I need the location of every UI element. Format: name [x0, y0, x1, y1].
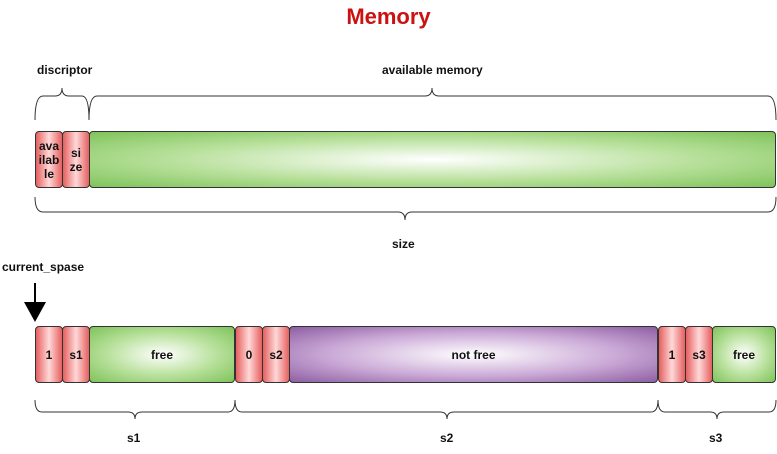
descriptor-label: discriptor — [37, 63, 93, 77]
s3-brace — [657, 399, 777, 420]
current-space-arrow — [24, 283, 46, 322]
s2-brace — [234, 399, 659, 420]
block-s2-not-free-cell: not free — [289, 326, 658, 383]
block-s1-free-cell: free — [89, 326, 235, 383]
diagram-title: Memory — [346, 4, 431, 29]
block-s2-size-cell: s2 — [262, 326, 290, 383]
size-field-cell: si ze — [62, 131, 90, 188]
block-s3-free-cell: free — [712, 326, 776, 383]
block-s1-flag-cell: 1 — [35, 326, 63, 383]
available-memory-brace — [88, 87, 777, 121]
segment-s3-label: s3 — [709, 431, 723, 445]
current-space-label: current_spase — [2, 260, 85, 274]
block-s3-size-cell: s3 — [685, 326, 713, 383]
size-brace — [34, 196, 777, 221]
size-label: size — [392, 237, 415, 251]
available-memory-label: available memory — [382, 63, 483, 77]
segment-s2-label: s2 — [440, 431, 454, 445]
block-s2-flag-cell: 0 — [235, 326, 263, 383]
available-flag-cell: ava ilab le — [35, 131, 63, 188]
s1-brace — [34, 399, 236, 420]
descriptor-brace — [34, 87, 90, 121]
available-memory-block — [89, 131, 776, 188]
segment-s1-label: s1 — [127, 431, 141, 445]
